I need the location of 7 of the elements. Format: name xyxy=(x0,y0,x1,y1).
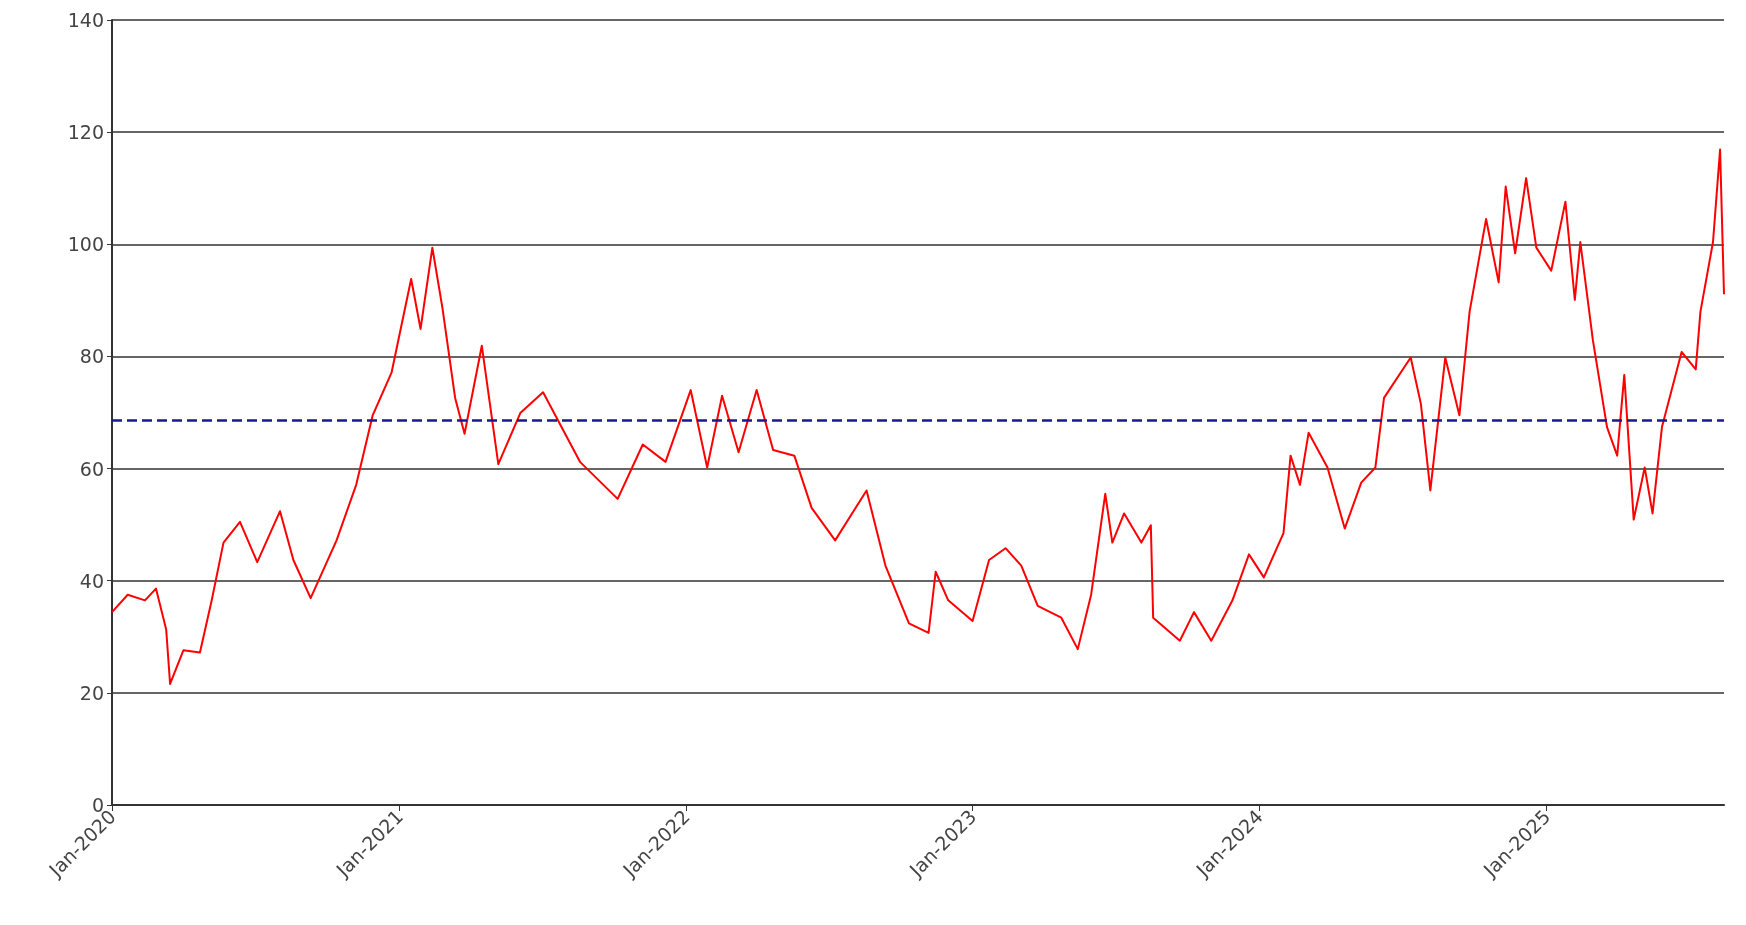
y-tick-label: 80 xyxy=(79,345,104,368)
y-tick-label: 100 xyxy=(67,233,104,256)
y-tick-label: 20 xyxy=(79,681,104,704)
y-tick-label: 140 xyxy=(67,9,104,31)
y-tick-label: 60 xyxy=(79,457,104,480)
y-tick-label: 40 xyxy=(79,569,104,592)
y-tick-label: 120 xyxy=(67,121,104,144)
